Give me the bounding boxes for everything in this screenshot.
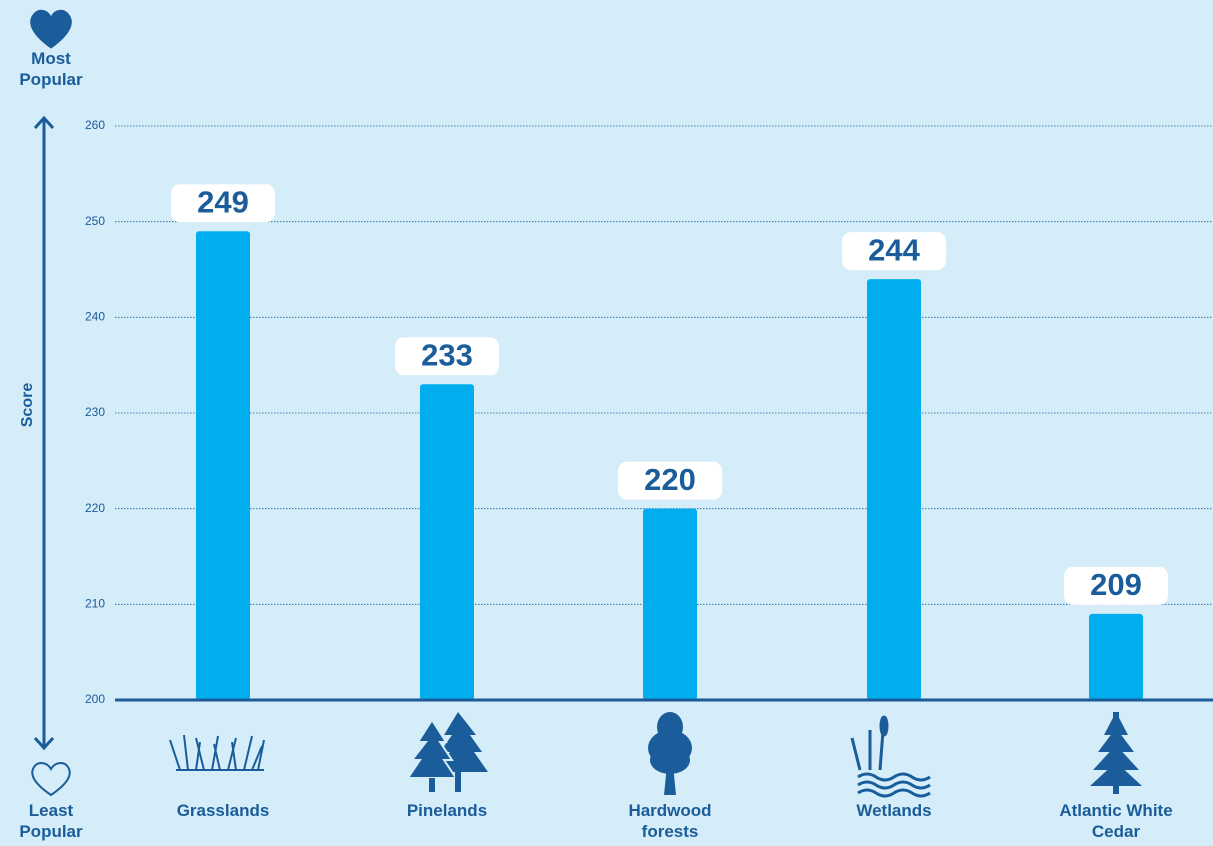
value-label-bg	[395, 337, 499, 376]
value-label-bg	[842, 232, 946, 271]
x-tick-label: Hardwood forests	[628, 801, 712, 841]
y-tick-label: 230	[85, 405, 105, 419]
value-label: 209	[1090, 567, 1142, 602]
arrow-head	[33, 736, 55, 751]
y-tick-label: 220	[85, 501, 105, 515]
value-label: 249	[197, 184, 249, 219]
bottom-label: Least Popular	[19, 801, 83, 841]
x-tick-label: Grasslands	[176, 801, 270, 820]
bar	[196, 231, 250, 700]
value-label: 244	[868, 232, 920, 267]
bar	[867, 279, 921, 700]
tree-icon	[648, 712, 692, 795]
value-label: 233	[421, 337, 473, 372]
arrow-head	[33, 115, 55, 130]
value-label-bg	[171, 184, 275, 223]
x-tick-label: Atlantic White Cedar	[1059, 801, 1173, 841]
cedar-icon	[1090, 712, 1142, 794]
value-label: 220	[644, 462, 696, 497]
y-tick-label: 210	[85, 597, 105, 611]
top-label: Most Popular	[19, 49, 83, 89]
y-axis-label: Score	[19, 383, 36, 428]
grass-icon	[169, 734, 265, 771]
wetland-icon	[850, 715, 931, 798]
heart-filled	[30, 9, 72, 49]
pine-icon	[406, 712, 488, 792]
x-tick-label: Wetlands	[856, 801, 932, 820]
y-tick-label: 260	[85, 118, 105, 132]
bar	[643, 508, 697, 700]
value-label-bg	[618, 461, 722, 500]
value-label-bg	[1064, 566, 1168, 605]
y-tick-label: 250	[85, 214, 105, 228]
bar	[1089, 613, 1143, 700]
bar	[420, 384, 474, 700]
heart-outline	[31, 762, 71, 797]
decor	[30, 9, 1142, 798]
y-tick-label: 240	[85, 310, 105, 324]
y-tick-label: 200	[85, 692, 105, 706]
x-tick-label: Pinelands	[406, 801, 488, 820]
